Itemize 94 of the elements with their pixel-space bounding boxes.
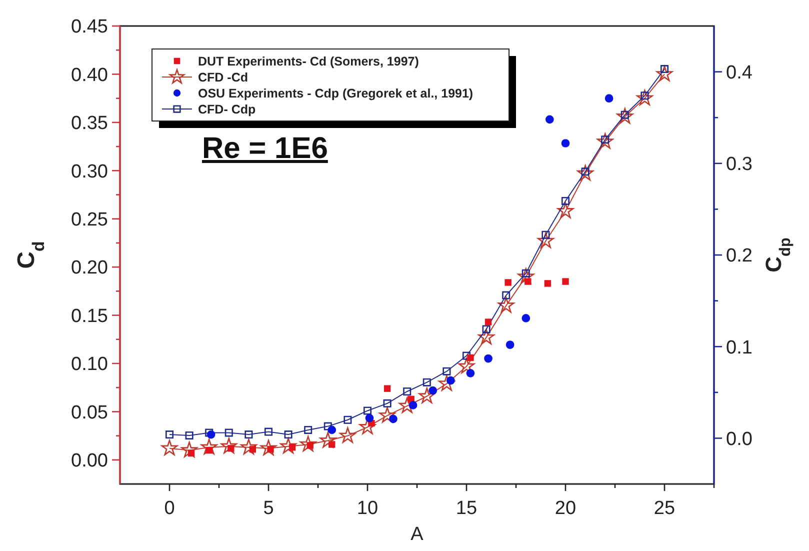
point bbox=[280, 438, 296, 454]
point bbox=[328, 426, 336, 434]
y-tick-label: 0.05 bbox=[71, 402, 108, 424]
y2-tick-label: 0.0 bbox=[726, 428, 752, 450]
point bbox=[408, 401, 418, 410]
y-tick-label: 0.30 bbox=[71, 161, 108, 182]
legend-label: CFD -Cd bbox=[198, 70, 248, 84]
point bbox=[365, 414, 374, 422]
point bbox=[502, 291, 510, 300]
annotation: Re = 1E6 bbox=[202, 132, 328, 165]
legend-label: OSU Experiments - Cdp (Gregorek et al., 1991) bbox=[198, 86, 474, 100]
point bbox=[384, 385, 391, 392]
legend-label: DUT Experiments- Cd (Somers, 1997) bbox=[198, 54, 419, 68]
point bbox=[264, 428, 273, 436]
y-tick-label: 0.40 bbox=[71, 64, 108, 86]
point bbox=[363, 406, 372, 415]
x-tick-label: 15 bbox=[456, 498, 478, 519]
point bbox=[462, 352, 471, 360]
point bbox=[359, 418, 376, 434]
point bbox=[458, 358, 475, 374]
point bbox=[442, 367, 451, 376]
y2-tick-label: 0.2 bbox=[726, 246, 752, 267]
point bbox=[260, 440, 277, 456]
point bbox=[467, 354, 474, 362]
point bbox=[542, 230, 550, 239]
point bbox=[596, 133, 614, 149]
y-tick-label: 0.25 bbox=[71, 209, 108, 230]
y2-tick-label: 0.4 bbox=[726, 62, 753, 84]
point bbox=[200, 438, 218, 454]
point bbox=[398, 397, 416, 413]
y-tick-label: 0.15 bbox=[71, 306, 108, 327]
point bbox=[604, 94, 614, 103]
point bbox=[344, 416, 352, 424]
y2-tick-label: 0.3 bbox=[726, 154, 752, 176]
point bbox=[524, 278, 532, 285]
point bbox=[320, 432, 336, 448]
point bbox=[616, 108, 634, 124]
point bbox=[328, 441, 336, 448]
y2-tick-label: 0.1 bbox=[726, 337, 752, 358]
x-tick-label: 5 bbox=[263, 498, 274, 519]
x-tick-label: 0 bbox=[164, 498, 175, 519]
x-tick-label: 10 bbox=[356, 498, 378, 519]
point bbox=[379, 406, 396, 423]
point bbox=[324, 422, 332, 430]
point bbox=[561, 196, 570, 205]
point bbox=[656, 66, 673, 82]
point bbox=[482, 325, 490, 334]
point bbox=[636, 90, 653, 106]
point bbox=[422, 378, 431, 386]
point bbox=[224, 428, 233, 437]
point bbox=[506, 340, 514, 349]
point bbox=[466, 368, 475, 378]
y-tick-label: 0.35 bbox=[71, 113, 108, 134]
y-tick-label: 0.10 bbox=[71, 354, 108, 376]
point bbox=[577, 164, 594, 181]
x-tick-label: 20 bbox=[554, 498, 576, 519]
point bbox=[284, 430, 292, 439]
point bbox=[478, 328, 494, 344]
point bbox=[340, 427, 356, 443]
y-tick-label: 0.00 bbox=[71, 450, 108, 472]
point bbox=[220, 438, 238, 454]
point bbox=[383, 399, 392, 408]
x-tick-label: 25 bbox=[654, 498, 676, 519]
point bbox=[389, 414, 398, 424]
point bbox=[185, 431, 194, 440]
point bbox=[561, 139, 570, 148]
y-tick-label: 0.20 bbox=[71, 258, 108, 279]
point bbox=[304, 426, 312, 434]
point bbox=[244, 430, 253, 439]
point bbox=[403, 387, 412, 396]
point bbox=[484, 318, 492, 326]
point bbox=[288, 444, 296, 451]
point bbox=[562, 278, 569, 285]
point bbox=[522, 314, 530, 322]
point bbox=[165, 430, 174, 439]
legend-label: CFD- Cdp bbox=[198, 102, 256, 116]
point bbox=[484, 354, 492, 363]
point bbox=[504, 279, 512, 286]
point bbox=[545, 115, 554, 124]
point bbox=[544, 280, 552, 287]
point bbox=[428, 386, 438, 395]
point bbox=[498, 297, 514, 313]
x-axis-title: A bbox=[410, 524, 424, 545]
point bbox=[518, 268, 534, 284]
point bbox=[240, 438, 257, 454]
point bbox=[181, 442, 198, 458]
point bbox=[249, 446, 256, 453]
point bbox=[300, 436, 316, 452]
point bbox=[538, 232, 554, 248]
point bbox=[161, 440, 178, 456]
y-tick-label: 0.45 bbox=[71, 16, 108, 38]
point bbox=[557, 202, 574, 218]
point bbox=[418, 388, 436, 404]
point bbox=[438, 375, 455, 391]
